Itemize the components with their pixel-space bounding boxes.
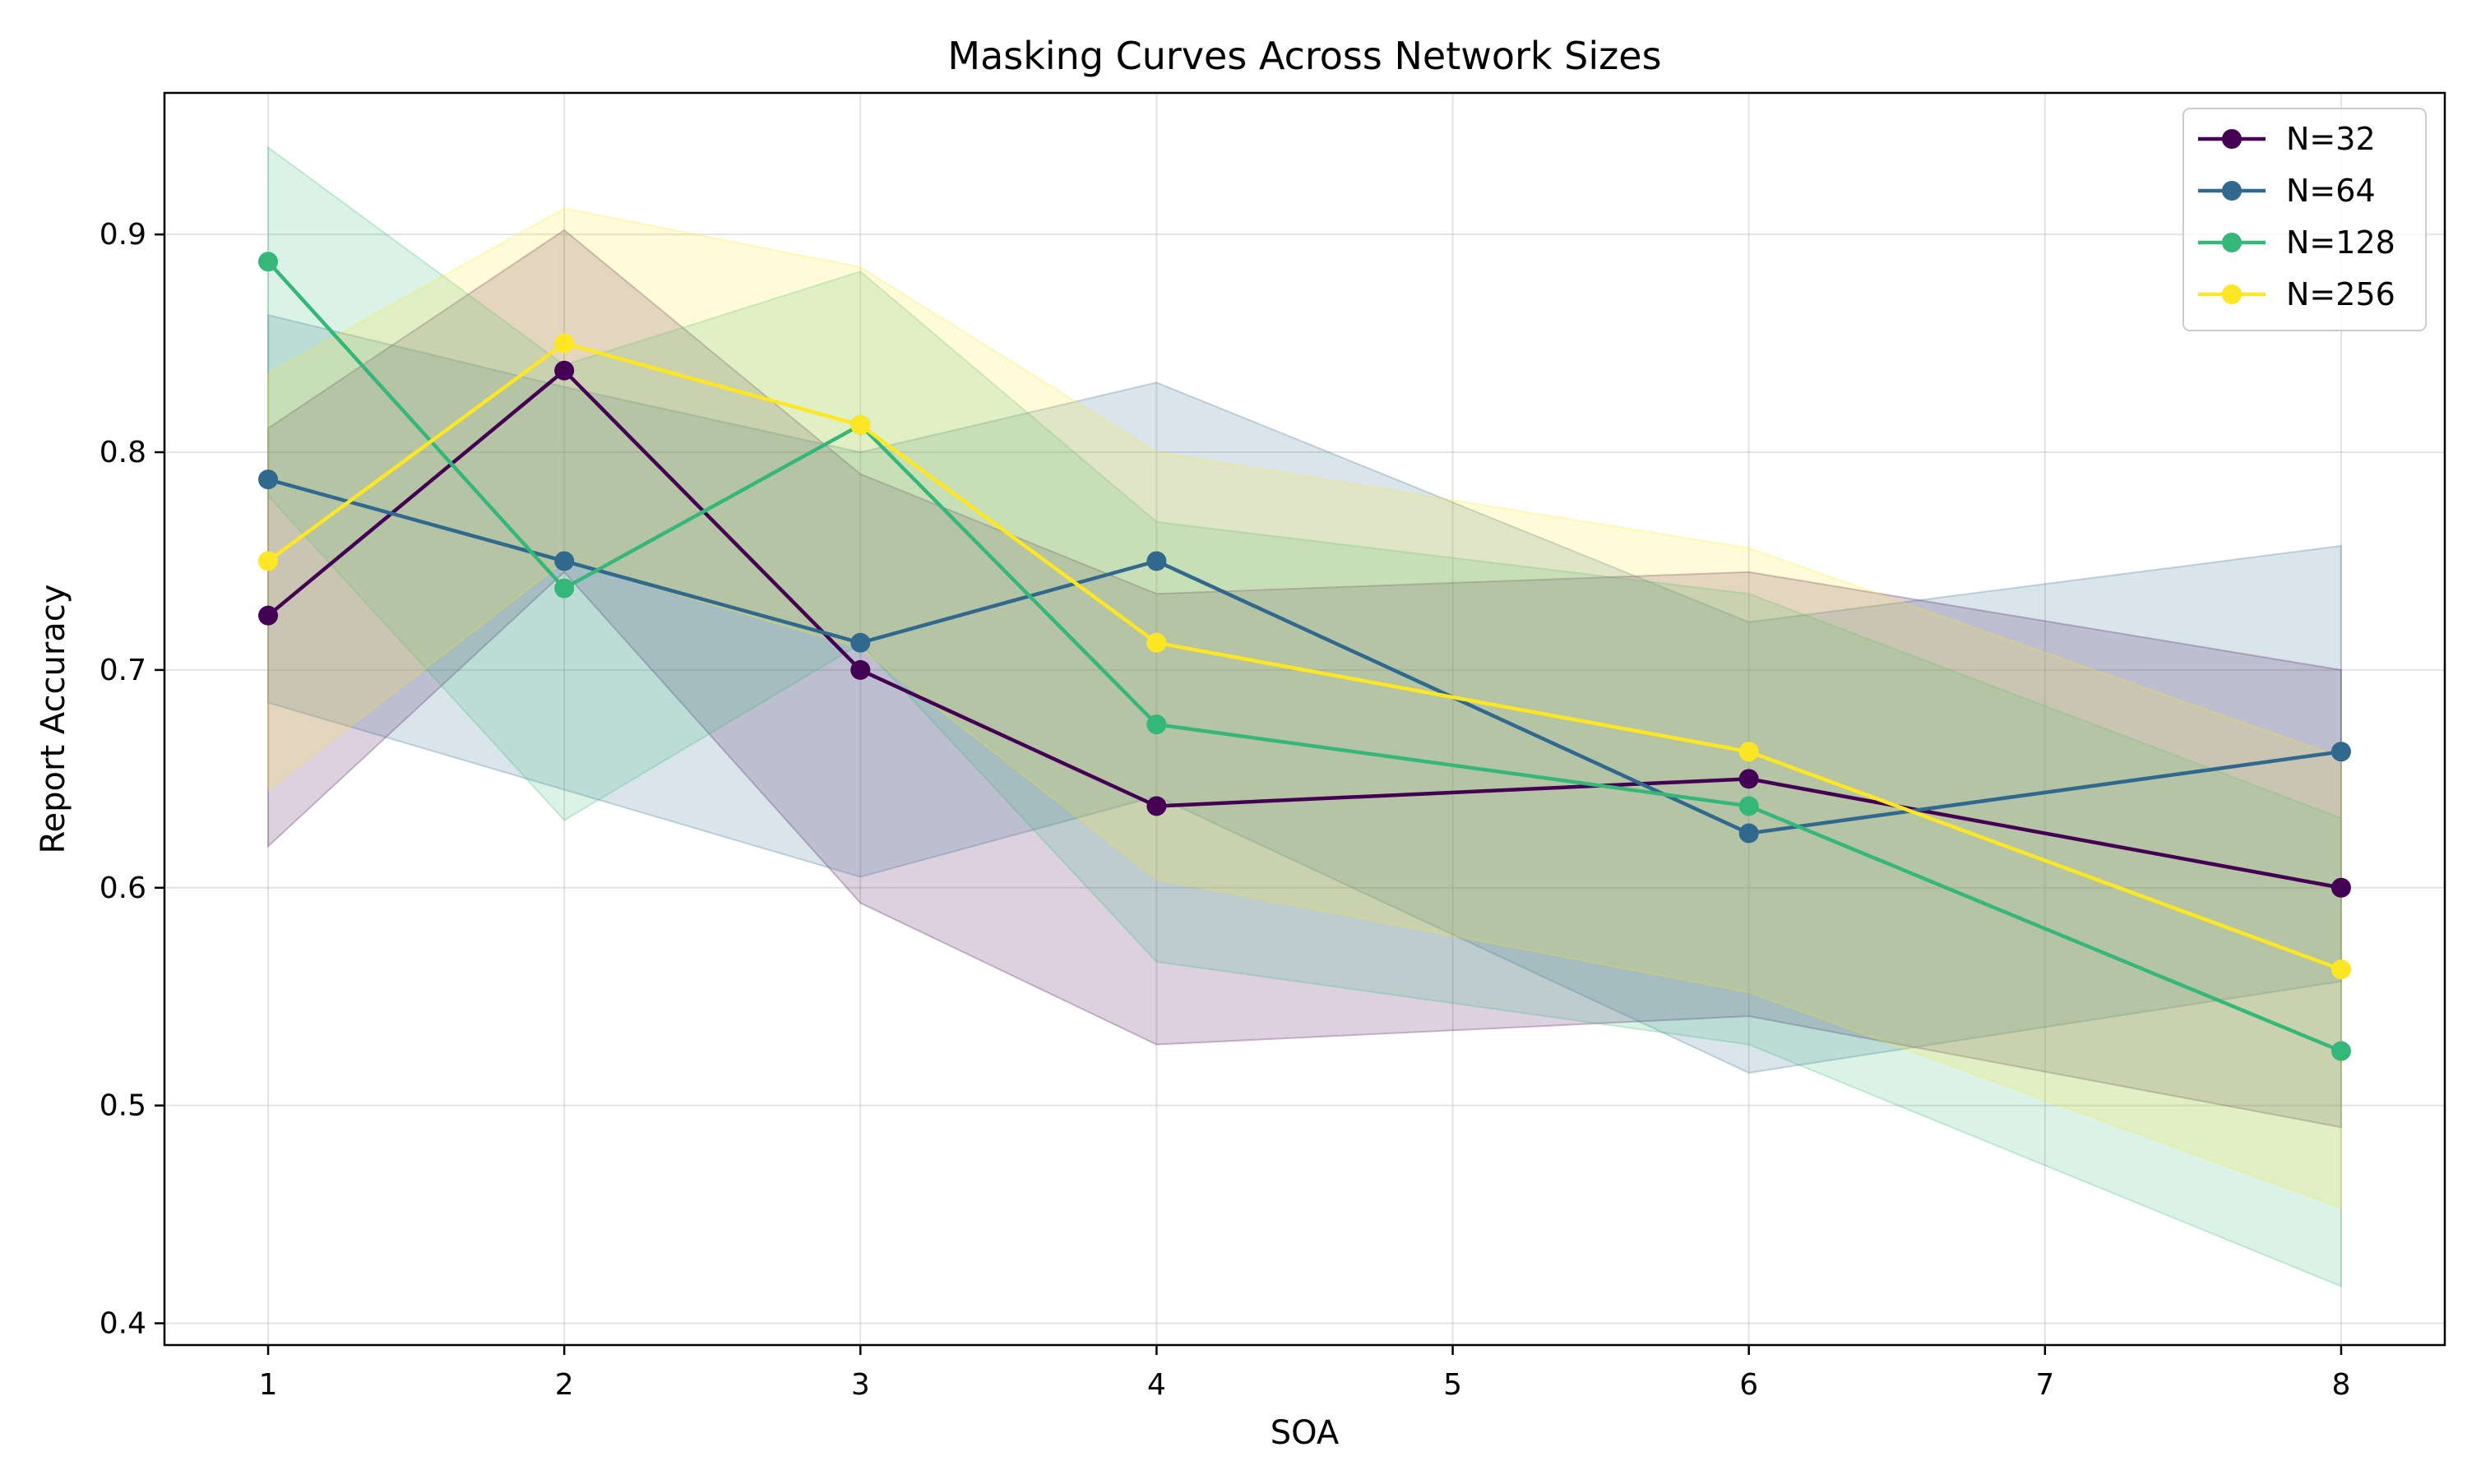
- axes-frame: [163, 91, 2446, 1347]
- point-series-3: [554, 333, 575, 354]
- band-series-1: [267, 313, 2342, 1074]
- series-markers: [258, 252, 2351, 1061]
- legend-swatch-marker: [2222, 233, 2242, 252]
- y-tick-label: 0.8: [100, 436, 146, 469]
- point-series-1: [258, 469, 279, 490]
- x-tick-label: 1: [259, 1368, 278, 1402]
- x-tick-label: 3: [851, 1368, 870, 1402]
- legend-box: [2182, 108, 2427, 331]
- legend: N=32 N=64 N=128 N=256: [2182, 108, 2427, 331]
- y-tick-label: 0.7: [100, 654, 146, 687]
- legend-label: N=64: [2286, 173, 2376, 209]
- point-series-1: [850, 632, 871, 653]
- point-series-2: [2330, 1041, 2351, 1061]
- point-series-0: [850, 659, 871, 680]
- y-tick-label: 0.4: [100, 1307, 146, 1341]
- x-tick-label: 4: [1147, 1368, 1166, 1402]
- x-tick-label: 5: [1443, 1368, 1462, 1402]
- grid-layer: [164, 93, 2445, 1345]
- x-tick-label: 2: [555, 1368, 574, 1402]
- y-tick-label: 0.9: [100, 218, 146, 252]
- point-series-1: [1146, 551, 1167, 571]
- point-series-2: [258, 252, 279, 272]
- point-series-1: [1738, 823, 1759, 844]
- legend-swatch-marker: [2222, 284, 2242, 304]
- line-series-1: [267, 477, 2342, 835]
- line-series-2: [266, 260, 2342, 1053]
- band-series-0: [267, 229, 2342, 1129]
- line-series-3: [266, 341, 2342, 972]
- point-series-2: [554, 578, 575, 599]
- legend-label: N=32: [2286, 121, 2376, 157]
- x-tick-label: 7: [2035, 1368, 2054, 1402]
- point-series-0: [554, 360, 575, 381]
- point-series-3: [1146, 632, 1167, 653]
- y-tick-label: 0.6: [100, 871, 146, 905]
- legend-swatch-marker: [2222, 181, 2242, 201]
- line-series-0: [266, 368, 2342, 890]
- point-series-1: [2330, 742, 2351, 762]
- point-series-3: [850, 414, 871, 435]
- point-series-0: [1738, 769, 1759, 789]
- point-series-0: [258, 605, 279, 626]
- x-axis-label: SOA: [1271, 1414, 1340, 1452]
- point-series-3: [2330, 959, 2351, 980]
- point-series-1: [554, 551, 575, 571]
- y-axis-label: Report Accuracy: [35, 585, 72, 854]
- legend-label: N=128: [2286, 224, 2395, 261]
- legend-label: N=256: [2286, 276, 2395, 312]
- point-series-2: [1738, 796, 1759, 816]
- confidence-bands: [267, 146, 2342, 1288]
- band-series-2: [267, 146, 2342, 1288]
- series-lines: [266, 260, 2342, 1053]
- point-series-0: [1146, 796, 1167, 816]
- tick-layer: 1 2 3 4 5 6 7 8 0.4 0.5 0.6 0.7 0.8 0.9: [100, 218, 2351, 1402]
- y-tick-label: 0.5: [100, 1089, 146, 1123]
- point-series-0: [2330, 877, 2351, 898]
- legend-swatch-marker: [2222, 129, 2242, 149]
- point-series-3: [258, 551, 279, 571]
- point-series-2: [1146, 714, 1167, 735]
- x-tick-label: 6: [1739, 1368, 1758, 1402]
- chart-title: Masking Curves Across Network Sizes: [947, 34, 1661, 78]
- point-series-3: [1738, 742, 1759, 762]
- x-tick-label: 8: [2332, 1368, 2351, 1402]
